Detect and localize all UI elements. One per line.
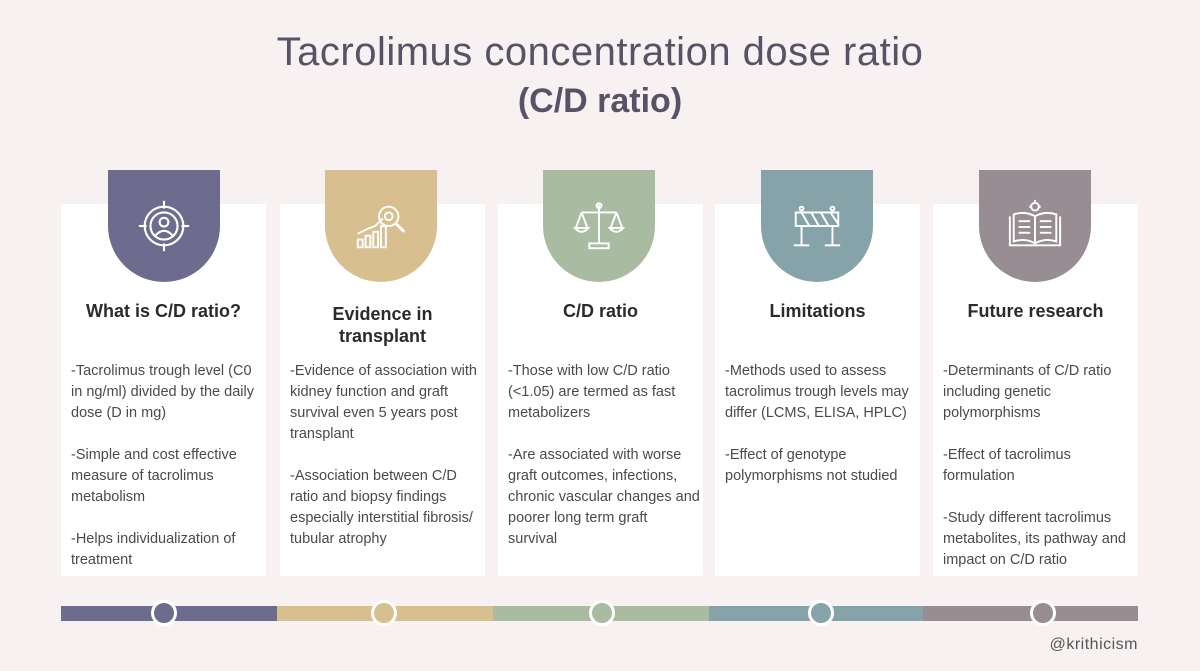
card-evidence-in-transplant: Evidence in transplant -Evidence of asso… [280, 204, 485, 576]
card-paragraph: -Are associated with worse graft outcome… [508, 447, 700, 547]
card-paragraph: -Those with low C/D ratio (<1.05) are te… [508, 363, 676, 421]
card-paragraph: -Determinants of C/D ratio including gen… [943, 363, 1112, 421]
timeline-dot [151, 600, 177, 626]
card-paragraph: -Helps individualization of treatment [71, 531, 236, 568]
target-person-icon [108, 170, 220, 282]
card-title: Future research [967, 301, 1104, 321]
author-handle: @krithicism [1049, 636, 1138, 653]
card-paragraph: -Association between C/D ratio and biops… [290, 468, 473, 547]
page-subtitle: (C/D ratio) [517, 82, 683, 120]
card-body: -Those with low C/D ratio (<1.05) are te… [508, 361, 700, 571]
card-title: Evidence in transplant [332, 304, 433, 346]
timeline-dot [1030, 600, 1056, 626]
open-book-gear-icon [979, 170, 1091, 282]
timeline-dot [371, 600, 397, 626]
card-title: C/D ratio [562, 301, 638, 321]
page-title: Tacrolimus concentration dose ratio [276, 30, 924, 74]
card-title: Limitations [769, 301, 866, 321]
timeline-dot [808, 600, 834, 626]
card-paragraph: -Evidence of association with kidney fun… [290, 363, 477, 442]
card-body: -Evidence of association with kidney fun… [290, 361, 482, 571]
card-body: -Methods used to assess tacrolimus troug… [725, 361, 917, 508]
card-paragraph: -Study different tacrolimus metabolites,… [943, 510, 1126, 568]
card-paragraph: -Methods used to assess tacrolimus troug… [725, 363, 909, 421]
timeline-dot [589, 600, 615, 626]
card-paragraph: -Effect of genotype polymorphisms not st… [725, 447, 898, 484]
card-paragraph: -Simple and cost effective measure of ta… [71, 447, 237, 505]
card-body: -Tacrolimus trough level (C0 in ng/ml) d… [71, 361, 263, 592]
chart-magnifier-icon [325, 170, 437, 282]
balance-scale-icon [543, 170, 655, 282]
card-title: What is C/D ratio? [85, 301, 241, 321]
card-paragraph: -Effect of tacrolimus formulation [943, 447, 1071, 484]
card-body: -Determinants of C/D ratio including gen… [943, 361, 1135, 592]
card-paragraph: -Tacrolimus trough level (C0 in ng/ml) d… [71, 363, 254, 421]
road-barrier-icon [761, 170, 873, 282]
